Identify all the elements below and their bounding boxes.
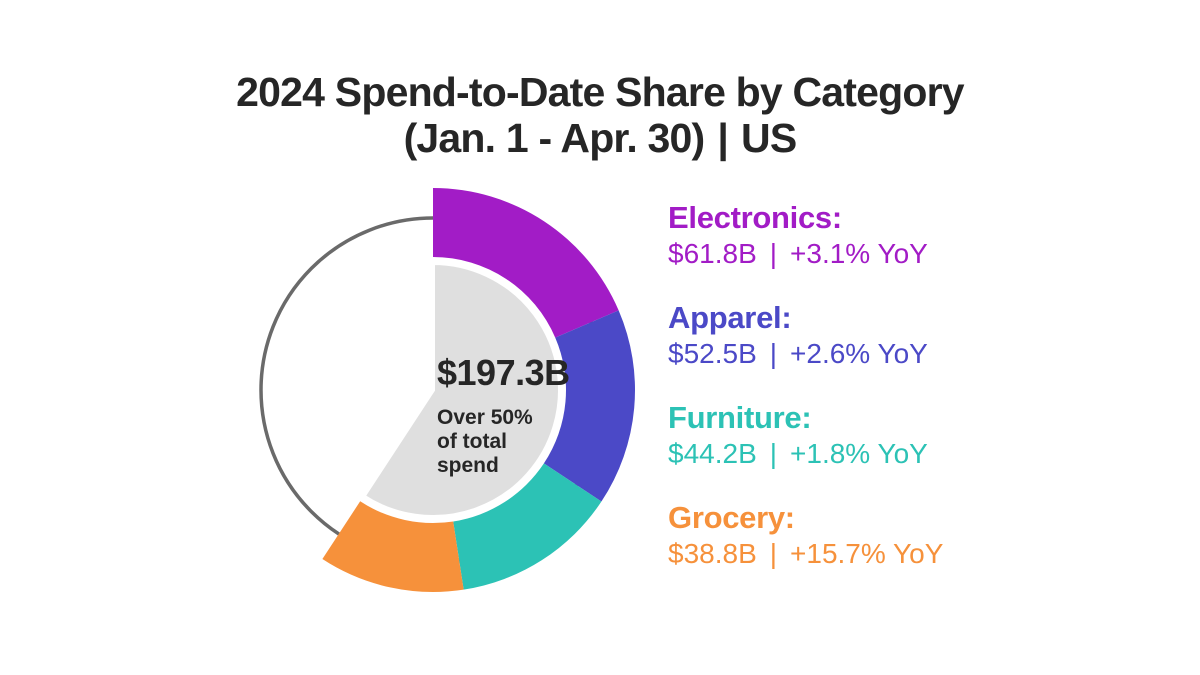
value-separator: |: [769, 538, 778, 569]
segment-apparel: [543, 310, 635, 502]
note-line: Over 50%: [437, 406, 533, 429]
yoy-change: +2.6% YoY: [790, 338, 928, 369]
donut-center-label: $197.3B Over 50% of total spend: [437, 352, 570, 478]
spend-amount: $44.2B: [668, 438, 757, 469]
center-sector: [360, 260, 562, 519]
subtitle-region: US: [741, 115, 797, 161]
legend-category-value: $52.5B | +2.6% YoY: [668, 336, 943, 371]
note-line: spend: [437, 454, 499, 477]
chart-title: 2024 Spend-to-Date Share by Category: [236, 69, 964, 115]
legend-item-grocery: Grocery: $38.8B | +15.7% YoY: [668, 500, 943, 571]
spend-amount: $52.5B: [668, 338, 757, 369]
legend-item-electronics: Electronics: $61.8B | +3.1% YoY: [668, 200, 943, 271]
value-separator: |: [769, 238, 778, 269]
legend-category-value: $61.8B | +3.1% YoY: [668, 236, 943, 271]
segment-grocery: [322, 501, 464, 592]
spend-amount: $61.8B: [668, 238, 757, 269]
legend-category-label: Electronics:: [668, 200, 842, 235]
segment-electronics: [433, 188, 619, 338]
yoy-change: +3.1% YoY: [790, 238, 928, 269]
spend-amount: $38.8B: [668, 538, 757, 569]
legend: Electronics: $61.8B | +3.1% YoY Apparel: $…: [668, 200, 943, 600]
legend-category-label: Grocery:: [668, 500, 795, 535]
subtitle-separator: |: [717, 115, 729, 161]
value-separator: |: [769, 438, 778, 469]
yoy-change: +15.7% YoY: [790, 538, 944, 569]
legend-category-label: Apparel:: [668, 300, 792, 335]
total-spend-value: $197.3B: [437, 352, 570, 393]
legend-category-value: $44.2B | +1.8% YoY: [668, 436, 943, 471]
legend-item-furniture: Furniture: $44.2B | +1.8% YoY: [668, 400, 943, 471]
legend-category-label: Furniture:: [668, 400, 812, 435]
note-line: of total: [437, 430, 507, 453]
segment-furniture: [453, 463, 602, 590]
value-separator: |: [769, 338, 778, 369]
total-spend-note: Over 50% of total spend: [437, 406, 570, 478]
chart-header: 2024 Spend-to-Date Share by Category (Ja…: [0, 70, 1200, 161]
legend-item-apparel: Apparel: $52.5B | +2.6% YoY: [668, 300, 943, 371]
legend-category-value: $38.8B | +15.7% YoY: [668, 536, 943, 571]
yoy-change: +1.8% YoY: [790, 438, 928, 469]
chart-subtitle: (Jan. 1 - Apr. 30) | US: [0, 116, 1200, 161]
subtitle-date-range: (Jan. 1 - Apr. 30): [403, 115, 706, 161]
